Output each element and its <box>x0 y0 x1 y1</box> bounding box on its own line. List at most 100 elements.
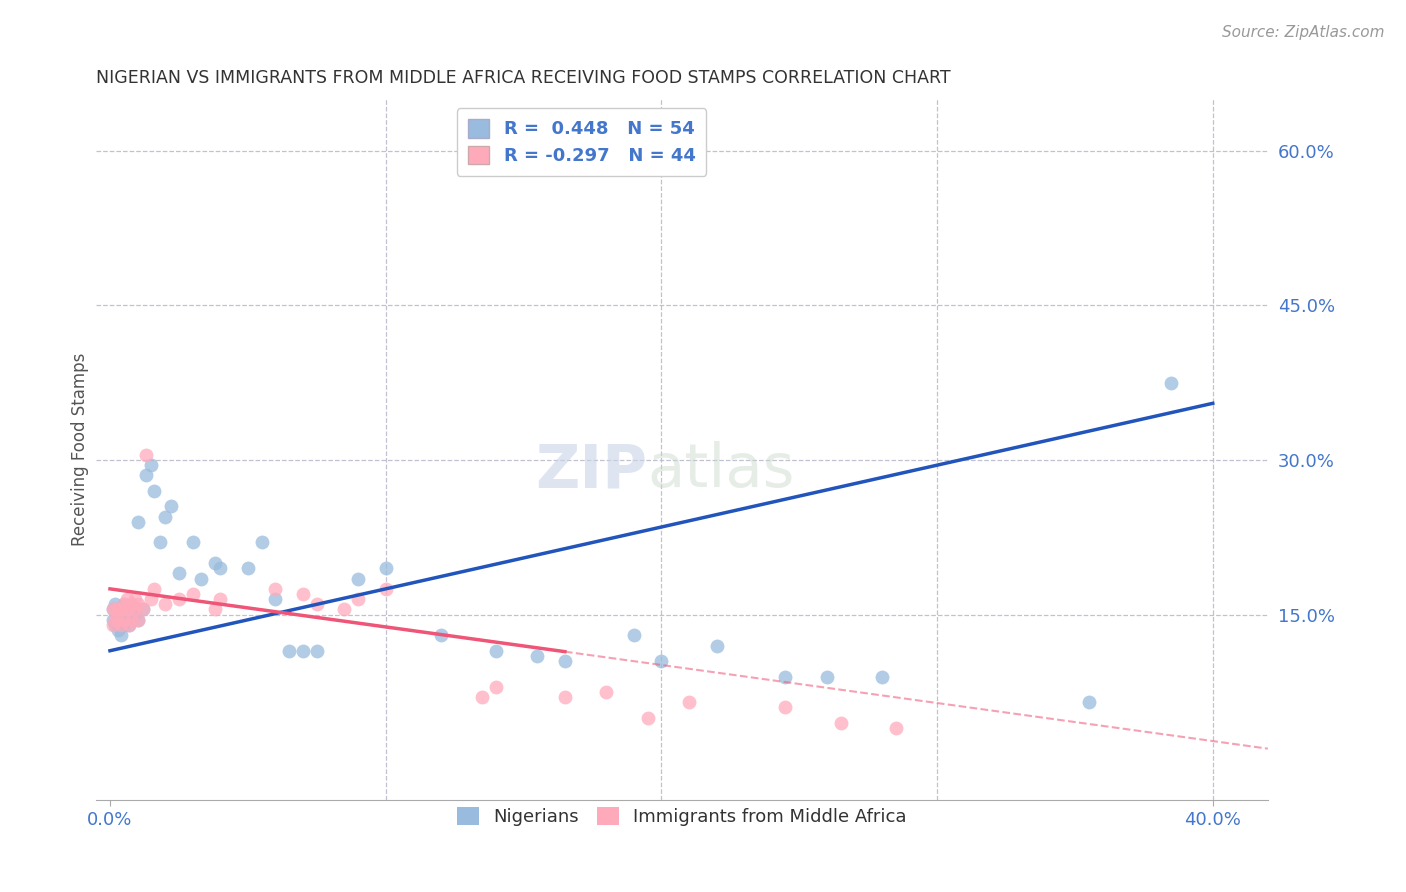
Point <box>554 690 576 705</box>
Point <box>124 592 146 607</box>
Point <box>112 618 135 632</box>
Point <box>471 690 494 705</box>
Point <box>104 602 127 616</box>
Point <box>143 582 166 596</box>
Point <box>115 592 138 607</box>
Point <box>706 639 728 653</box>
Point <box>623 628 645 642</box>
Point <box>110 602 132 616</box>
Text: NIGERIAN VS IMMIGRANTS FROM MIDDLE AFRICA RECEIVING FOOD STAMPS CORRELATION CHAR: NIGERIAN VS IMMIGRANTS FROM MIDDLE AFRIC… <box>96 69 950 87</box>
Point <box>884 721 907 735</box>
Point <box>159 500 181 514</box>
Point <box>333 602 356 616</box>
Point <box>149 535 172 549</box>
Legend: Nigerians, Immigrants from Middle Africa: Nigerians, Immigrants from Middle Africa <box>450 799 914 833</box>
Point <box>110 618 132 632</box>
Point <box>637 711 659 725</box>
Point <box>153 509 176 524</box>
Point <box>135 468 157 483</box>
Point <box>775 700 797 714</box>
Point <box>104 598 127 612</box>
Point <box>121 613 143 627</box>
Point <box>127 613 149 627</box>
Point <box>209 561 232 575</box>
Point <box>121 602 143 616</box>
Point <box>143 483 166 498</box>
Text: ZIP: ZIP <box>534 442 647 500</box>
Point <box>121 598 143 612</box>
Point <box>118 602 141 616</box>
Point <box>124 607 146 622</box>
Point <box>870 669 893 683</box>
Y-axis label: Receiving Food Stamps: Receiving Food Stamps <box>72 353 89 547</box>
Point <box>167 566 190 581</box>
Point <box>124 602 146 616</box>
Point <box>127 515 149 529</box>
Point <box>374 561 396 575</box>
Point <box>485 644 508 658</box>
Point <box>190 572 212 586</box>
Point <box>815 669 838 683</box>
Point <box>305 598 328 612</box>
Point <box>1160 376 1182 390</box>
Point <box>107 602 129 616</box>
Point <box>110 618 132 632</box>
Point <box>485 680 508 694</box>
Point <box>132 602 155 616</box>
Point <box>1077 695 1099 709</box>
Point <box>112 598 135 612</box>
Point <box>153 598 176 612</box>
Point <box>264 592 287 607</box>
Point <box>678 695 700 709</box>
Point <box>278 644 301 658</box>
Point <box>291 644 314 658</box>
Point <box>118 618 141 632</box>
Point <box>101 618 124 632</box>
Point <box>107 613 129 627</box>
Point <box>112 613 135 627</box>
Text: Source: ZipAtlas.com: Source: ZipAtlas.com <box>1222 25 1385 40</box>
Point <box>107 623 129 637</box>
Point <box>650 654 672 668</box>
Point <box>118 602 141 616</box>
Point <box>112 607 135 622</box>
Point <box>526 648 548 663</box>
Point <box>110 628 132 642</box>
Point <box>167 592 190 607</box>
Point <box>291 587 314 601</box>
Point <box>115 602 138 616</box>
Point <box>110 602 132 616</box>
Point <box>430 628 453 642</box>
Point <box>595 685 617 699</box>
Point <box>104 618 127 632</box>
Point <box>554 654 576 668</box>
Point <box>264 582 287 596</box>
Point <box>374 582 396 596</box>
Point <box>132 602 155 616</box>
Point <box>135 448 157 462</box>
Point <box>112 598 135 612</box>
Point <box>250 535 273 549</box>
Point <box>121 613 143 627</box>
Text: atlas: atlas <box>647 442 794 500</box>
Point <box>209 592 232 607</box>
Point <box>204 556 226 570</box>
Point <box>107 602 129 616</box>
Point <box>107 613 129 627</box>
Point <box>118 618 141 632</box>
Point <box>127 598 149 612</box>
Point <box>101 602 124 616</box>
Point <box>101 602 124 616</box>
Point <box>775 669 797 683</box>
Point <box>305 644 328 658</box>
Point <box>181 535 204 549</box>
Point <box>830 715 852 730</box>
Point <box>104 613 127 627</box>
Point <box>115 602 138 616</box>
Point <box>101 613 124 627</box>
Point <box>115 613 138 627</box>
Point <box>141 458 163 472</box>
Point <box>127 613 149 627</box>
Point <box>204 602 226 616</box>
Point <box>347 592 370 607</box>
